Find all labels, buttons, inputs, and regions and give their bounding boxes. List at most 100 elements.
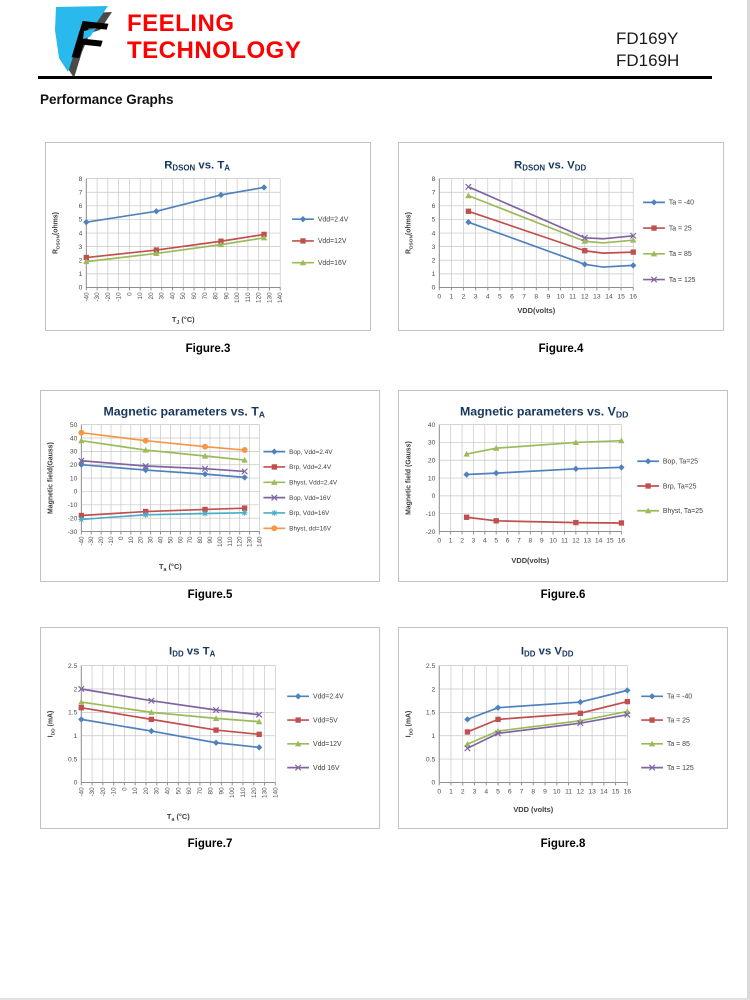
x-tick-label: 0 xyxy=(437,788,441,795)
x-tick-label: 14 xyxy=(600,788,608,795)
legend-label: Ta = -40 xyxy=(669,200,694,207)
x-tick-label: 13 xyxy=(588,788,596,795)
square-marker xyxy=(218,238,224,244)
x-tick-label: 4 xyxy=(484,788,488,795)
legend-label: Ta = 125 xyxy=(667,765,694,772)
x-axis-title: TJ (°C) xyxy=(172,315,195,326)
triangle-marker xyxy=(201,452,209,459)
x-tick-label: 1 xyxy=(449,788,453,795)
triangle-marker xyxy=(148,709,155,715)
series-Ta = 25 xyxy=(464,698,631,735)
legend: Ta = -40 Ta = 25 Ta = 85 Ta = 125 xyxy=(643,199,696,284)
x-tick-label: -40 xyxy=(78,787,85,797)
diamond-marker xyxy=(465,218,472,226)
legend-label: Vdd=12V xyxy=(313,741,342,748)
x-tick-label: 13 xyxy=(593,293,601,300)
triangle-marker xyxy=(271,479,278,485)
x-tick-label: 110 xyxy=(245,292,252,303)
x-tick-label: 3 xyxy=(474,293,478,300)
x-tick-label: 11 xyxy=(561,537,568,544)
y-tick-label: 5 xyxy=(79,217,83,224)
x-tick-label: 12 xyxy=(577,788,585,795)
x-tick-label: 100 xyxy=(229,787,236,798)
x-tick-label: 5 xyxy=(498,293,502,300)
diamond-marker xyxy=(294,693,302,700)
legend-label: Vdd=16V xyxy=(318,260,347,267)
diamond-marker xyxy=(148,727,155,735)
legend-label: Bop, Vdd=2.4V xyxy=(289,449,333,456)
y-tick-label: 7 xyxy=(432,189,436,196)
square-marker xyxy=(624,698,631,705)
x-tick-label: 0 xyxy=(126,292,133,296)
triangle-marker xyxy=(493,444,500,451)
square-marker xyxy=(83,254,89,261)
legend-label: Bhyst, Vdd=2.4V xyxy=(289,480,338,487)
diamond-marker xyxy=(618,464,625,471)
x-tick-label: -30 xyxy=(88,536,95,546)
x-tick-label: 8 xyxy=(534,293,538,300)
x-marker xyxy=(201,465,209,472)
x-tick-label: 10 xyxy=(553,788,561,795)
circle-marker xyxy=(202,443,209,450)
triangle-marker xyxy=(217,241,225,248)
diamond-marker xyxy=(256,744,263,751)
x-tick-label: 15 xyxy=(612,788,620,795)
x-tick-label: 15 xyxy=(617,293,625,300)
x-marker xyxy=(624,711,631,718)
y-tick-label: 0.5 xyxy=(426,756,436,763)
x-tick-label: 80 xyxy=(197,536,204,544)
chart-title: IDD vs VDD xyxy=(521,646,574,659)
square-marker xyxy=(651,225,657,231)
svg-text:F: F xyxy=(69,9,110,72)
x-marker xyxy=(581,234,588,241)
x-tick-label: 60 xyxy=(191,292,198,300)
square-marker xyxy=(577,710,583,716)
x-tick-label: 140 xyxy=(277,292,284,303)
y-tick-label: 6 xyxy=(432,203,436,210)
figure-8-caption: Figure.8 xyxy=(540,838,586,850)
series-Vdd=16V xyxy=(83,234,268,265)
legend-label: Bhyst, Ta=25 xyxy=(663,508,703,515)
x-marker xyxy=(78,685,85,693)
square-marker xyxy=(493,518,499,524)
legend-label: Brp, Vdd=16V xyxy=(289,510,330,517)
y-tick-label: 3 xyxy=(79,244,83,251)
square-marker xyxy=(78,705,84,711)
x-tick-label: 9 xyxy=(547,293,551,300)
x-tick-label: 8 xyxy=(528,537,532,544)
triangle-marker xyxy=(83,258,90,265)
figure-3-chart: 0 1 2 3 4 5 6 7 8 -40 -30 -20 -10 0 10 20 30 40 50 60 70 80 90… xyxy=(45,142,371,331)
x-marker xyxy=(577,719,584,727)
y-tick-label: 40 xyxy=(428,422,436,429)
axes xyxy=(80,665,276,786)
y-axis-title: IDD (mA) xyxy=(406,711,415,738)
y-tick-label: 1 xyxy=(432,271,436,278)
series-Bhyst, Ta=25 xyxy=(463,437,625,457)
triangle-marker xyxy=(618,437,625,444)
x-tick-label: 9 xyxy=(543,788,547,795)
diamond-marker xyxy=(494,704,502,711)
square-marker xyxy=(271,464,277,470)
square-marker xyxy=(256,731,262,737)
x-tick-label: 70 xyxy=(187,536,194,544)
series-Vdd=12V xyxy=(83,231,267,261)
x-tick-label: 0 xyxy=(437,293,441,300)
part-number-1: FD169Y xyxy=(616,29,679,48)
x-marker xyxy=(464,745,471,752)
triangle-marker xyxy=(241,456,248,463)
legend-label: Vdd=5V xyxy=(313,717,338,724)
square-marker xyxy=(78,512,85,519)
y-tick-label: -10 xyxy=(68,502,78,509)
series-Vdd=12V xyxy=(78,698,263,725)
x-tick-label: 6 xyxy=(508,788,512,795)
diamond-marker xyxy=(241,474,248,481)
diamond-marker xyxy=(201,470,209,478)
gridlines xyxy=(85,178,281,288)
series-Bhyst, Vdd=2.4V xyxy=(78,437,248,463)
x-tick-label: 110 xyxy=(227,536,234,547)
x-tick-label: 7 xyxy=(517,537,521,544)
x-tick-label: -30 xyxy=(89,787,96,797)
